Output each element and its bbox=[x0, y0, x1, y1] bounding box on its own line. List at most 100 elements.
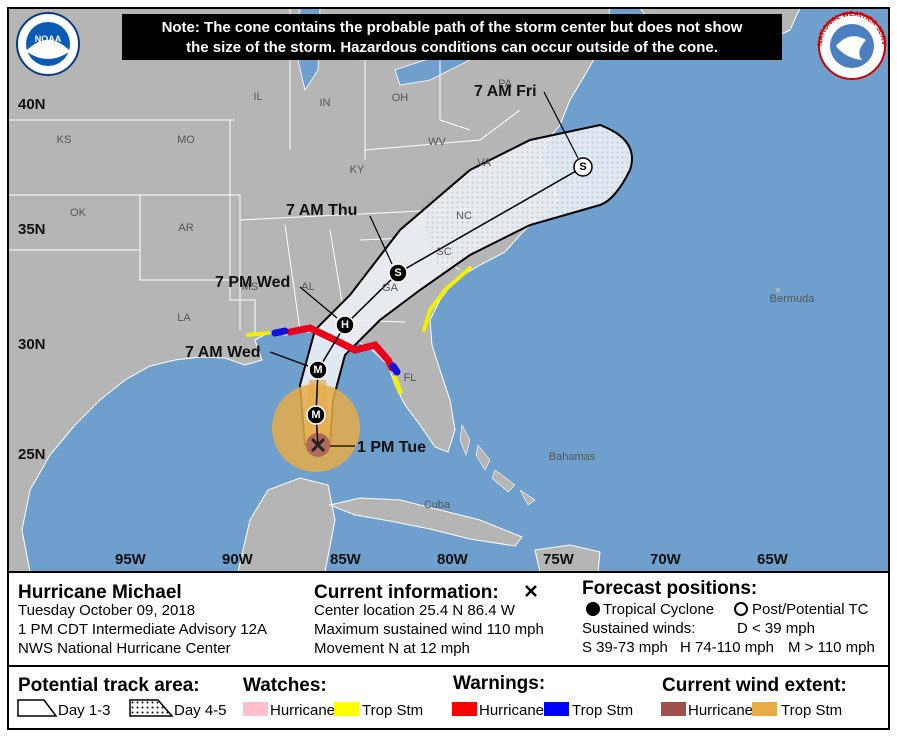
warnings bbox=[246, 266, 472, 395]
longitude-label: 70W bbox=[650, 551, 682, 568]
current-line: Movement N at 12 mph bbox=[314, 640, 470, 657]
forecast-sustained: Sustained winds: bbox=[582, 620, 695, 637]
legend-wind-ts: Trop Stm bbox=[781, 702, 842, 719]
current-line: Center location 25.4 N 86.4 W bbox=[314, 602, 516, 619]
land-yucatan bbox=[237, 477, 336, 572]
day13-icon bbox=[17, 699, 58, 717]
bahamas bbox=[459, 424, 536, 506]
state-label: SC bbox=[436, 246, 451, 258]
map: KS MO IL IN OH PA WV VA KY NC SC GA AL M… bbox=[8, 8, 889, 572]
note-box bbox=[122, 14, 782, 60]
state-label: KS bbox=[57, 134, 72, 146]
info-panel: Hurricane Michael Tuesday October 09, 20… bbox=[7, 571, 890, 730]
forecast-s: S 39-73 mph bbox=[582, 639, 668, 656]
wind-hurricane-swatch bbox=[661, 702, 686, 716]
point-symbol: H bbox=[341, 319, 349, 331]
warn-ts-swatch bbox=[544, 702, 569, 716]
forecast-heading: Forecast positions: bbox=[582, 578, 757, 599]
state-label: GA bbox=[382, 282, 399, 294]
state-label: IL bbox=[253, 91, 262, 103]
forecast-tropical: Tropical Cyclone bbox=[603, 601, 714, 618]
legend-wind-hurricane: Hurricane bbox=[688, 702, 753, 719]
longitude-label: 75W bbox=[543, 551, 575, 568]
wind-ts-swatch bbox=[752, 702, 777, 716]
label-leaders bbox=[269, 91, 579, 447]
forecast-point bbox=[573, 157, 593, 177]
point-symbol: M bbox=[313, 364, 322, 376]
watch-hurricane-swatch bbox=[243, 702, 268, 716]
point-time: 1 PM Tue bbox=[357, 439, 426, 456]
point-symbol: S bbox=[394, 267, 401, 279]
place-label: Bahamas bbox=[549, 451, 596, 463]
place-label: Cuba bbox=[424, 499, 451, 511]
state-label: VA bbox=[477, 157, 492, 169]
state-label: NC bbox=[456, 210, 472, 222]
current-position bbox=[310, 437, 326, 453]
longitude-label: 85W bbox=[330, 551, 362, 568]
legend-warn-hurricane: Hurricane bbox=[479, 702, 544, 719]
legend-watches: Watches: bbox=[243, 675, 327, 696]
note-line: the size of the storm. Hazardous conditi… bbox=[186, 39, 718, 56]
watch-ts-swatch bbox=[334, 702, 359, 716]
forecast-point bbox=[335, 315, 355, 335]
forecast-m: M > 110 mph bbox=[788, 639, 875, 656]
forecast-d: D < 39 mph bbox=[737, 620, 815, 637]
point-time: 7 AM Wed bbox=[185, 344, 261, 361]
forecast-post: Post/Potential TC bbox=[752, 601, 869, 618]
post-icon bbox=[734, 602, 748, 616]
forecast-point bbox=[308, 360, 328, 380]
state-label: PA bbox=[498, 78, 513, 90]
point-time: 7 PM Wed bbox=[215, 274, 290, 291]
storm-date: Tuesday October 09, 2018 bbox=[18, 602, 195, 619]
state-label: OK bbox=[70, 207, 87, 219]
forecast-point bbox=[306, 405, 326, 425]
state-label: WV bbox=[428, 136, 446, 148]
state-borders bbox=[8, 8, 541, 335]
legend-day13: Day 1-3 bbox=[58, 702, 111, 719]
state-label: IN bbox=[320, 97, 331, 109]
current-heading: Current information: bbox=[314, 582, 499, 603]
state-label: MO bbox=[177, 134, 195, 146]
point-symbol: S bbox=[579, 161, 586, 173]
storm-name: Hurricane Michael bbox=[18, 582, 182, 603]
longitude-label: 80W bbox=[437, 551, 469, 568]
storm-advisory: 1 PM CDT Intermediate Advisory 12A bbox=[18, 621, 267, 638]
forecast-point bbox=[388, 263, 408, 283]
latitude-label: 30N bbox=[18, 336, 46, 353]
legend-wind: Current wind extent: bbox=[662, 675, 847, 696]
state-label: AR bbox=[178, 222, 193, 234]
longitude-label: 65W bbox=[757, 551, 789, 568]
point-time: 7 AM Fri bbox=[474, 83, 537, 100]
longitude-label: 90W bbox=[222, 551, 254, 568]
point-time: 7 AM Thu bbox=[286, 202, 357, 219]
forecast-h: H 74-110 mph bbox=[680, 639, 774, 656]
bermuda-island bbox=[776, 288, 780, 292]
land-hispaniola bbox=[534, 544, 601, 572]
current-symbol bbox=[525, 585, 537, 597]
state-label: FL bbox=[404, 372, 417, 384]
day45-icon bbox=[129, 699, 174, 717]
state-label: KY bbox=[350, 164, 365, 176]
point-symbol: M bbox=[311, 409, 320, 421]
latitude-label: 40N bbox=[18, 96, 46, 113]
current-line: Maximum sustained wind 110 mph bbox=[314, 621, 544, 638]
legend-track: Potential track area: bbox=[18, 675, 200, 696]
tropical-icon bbox=[586, 602, 600, 616]
state-label: AL bbox=[301, 281, 314, 293]
state-label: MS bbox=[242, 281, 259, 293]
warn-hurricane-swatch bbox=[452, 702, 477, 716]
storm-office: NWS National Hurricane Center bbox=[18, 640, 231, 657]
note-line: Note: The cone contains the probable pat… bbox=[162, 19, 743, 36]
noaa-logo: NOAA bbox=[16, 12, 80, 76]
legend-watch-hurricane: Hurricane bbox=[270, 702, 335, 719]
state-label: LA bbox=[177, 312, 191, 324]
legend-day45: Day 4-5 bbox=[174, 702, 227, 719]
legend-warnings: Warnings: bbox=[453, 673, 545, 694]
forecast-points: M M H S S bbox=[306, 157, 593, 425]
place-label: Bermuda bbox=[770, 293, 816, 305]
legend-watch-ts: Trop Stm bbox=[362, 702, 423, 719]
latitude-label: 25N bbox=[18, 446, 46, 463]
land-cuba bbox=[328, 497, 523, 547]
legend-warn-ts: Trop Stm bbox=[572, 702, 633, 719]
